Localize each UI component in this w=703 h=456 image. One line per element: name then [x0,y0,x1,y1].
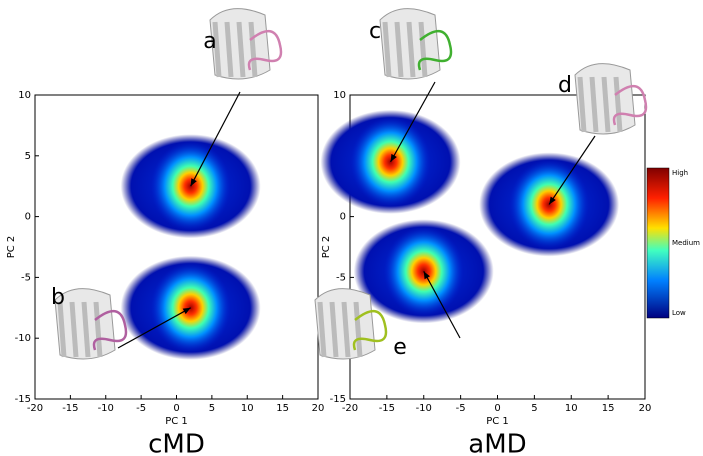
annotation-arrow [117,307,191,349]
arrow-head [190,178,197,187]
x-tick-label: 20 [639,403,652,414]
colorbar-label: Low [672,309,686,317]
strand [613,76,623,133]
protein-structure [574,63,648,135]
x-tick-label: -5 [456,403,466,414]
annotation-label: a [203,29,216,54]
strand [69,301,79,358]
annotation-label: d [558,73,572,98]
y-tick-label: 10 [333,90,346,101]
x-tick-label: 0 [494,403,500,414]
x-tick-label: 10 [241,403,254,414]
strand [93,301,103,358]
strand [81,301,91,358]
x-axis-label: PC 1 [165,416,188,427]
loop [247,30,283,71]
x-tick-label: 5 [531,403,537,414]
annotation-label: e [393,335,407,360]
y-axis-label: PC 2 [6,236,17,259]
x-tick-label: 15 [276,403,289,414]
annotation-label: c [369,19,381,44]
y-tick-label: -10 [15,333,31,344]
annotation-arrow [548,135,596,205]
loop [92,310,128,351]
loop [612,85,648,126]
arrow-head [182,307,191,315]
strand [601,76,611,133]
y-axis-label: PC 2 [321,236,332,259]
colorbar [646,167,670,319]
x-axis-label: PC 1 [486,416,509,427]
y-tick-label: -15 [330,394,346,405]
protein-structure [54,288,128,360]
x-tick-label: -10 [416,403,432,414]
strand [577,76,587,133]
y-tick-label: -5 [336,272,346,283]
y-tick-label: -5 [21,272,31,283]
panel-title: cMD [148,430,205,456]
x-tick-label: -15 [379,403,395,414]
x-tick-label: 0 [173,403,179,414]
strand [236,21,246,78]
strand [317,301,327,358]
colorbar-label: Medium [672,239,700,247]
strand [406,21,416,78]
strand [382,21,392,78]
x-tick-label: 5 [209,403,215,414]
protein-structure [209,8,283,80]
x-tick-label: -5 [136,403,146,414]
y-tick-label: 10 [18,90,31,101]
y-tick-label: -15 [15,394,31,405]
loop [417,30,453,71]
strand [57,301,67,358]
panel-title: aMD [468,430,526,456]
protein-structure [379,8,453,80]
strand [394,21,404,78]
strand [418,21,428,78]
y-tick-label: 0 [25,212,31,223]
loop [352,310,388,351]
annotation-arrow [390,81,436,163]
annotation-arrow [190,91,241,187]
x-tick-label: 15 [602,403,615,414]
arrow-head [390,153,397,162]
x-tick-label: 10 [565,403,578,414]
strand [589,76,599,133]
annotation-arrow [423,271,461,339]
annotation-label: b [51,285,65,310]
strand [329,301,339,358]
strand [212,21,222,78]
x-tick-label: -20 [27,403,43,414]
x-tick-label: -15 [62,403,78,414]
x-tick-label: -20 [342,403,358,414]
arrow-head [549,196,556,205]
protein-structure [314,288,388,360]
arrow-head [423,271,431,280]
x-tick-label: 20 [312,403,325,414]
y-tick-label: 0 [340,212,346,223]
strand [353,301,363,358]
x-tick-label: -10 [98,403,114,414]
strand [341,301,351,358]
strand [224,21,234,78]
colorbar-label: High [672,169,688,177]
strand [248,21,258,78]
y-tick-label: 5 [25,151,31,162]
